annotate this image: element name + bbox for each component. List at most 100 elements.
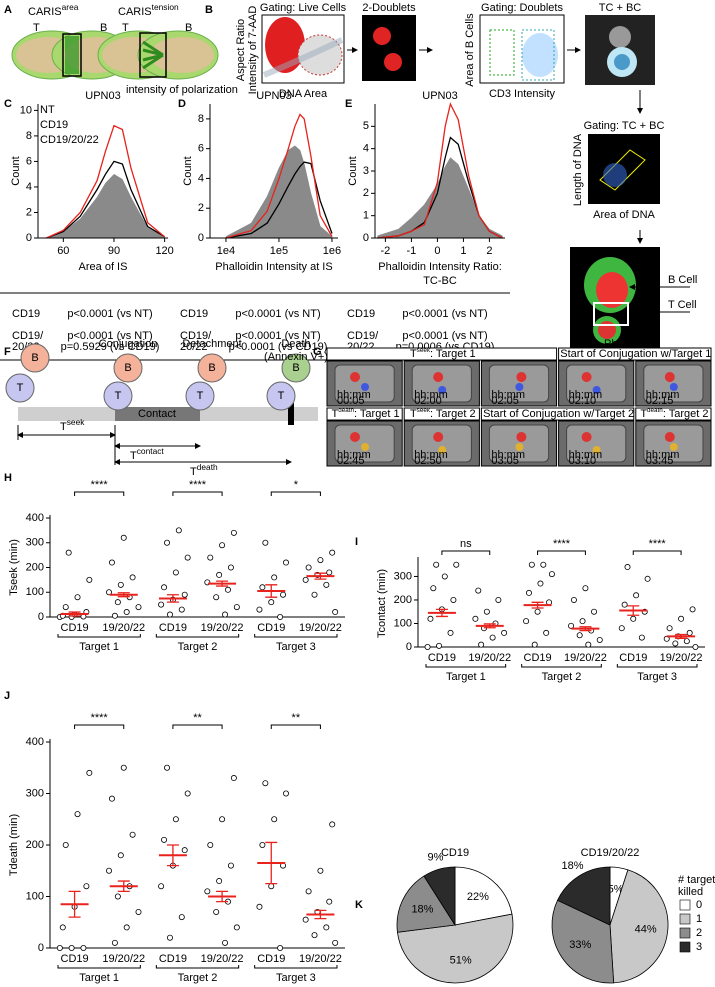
x-tick-label: 1e5 [270, 245, 288, 257]
data-point [302, 576, 309, 583]
label: T [115, 390, 122, 402]
label: Tdeath [190, 462, 218, 478]
well [411, 424, 472, 463]
y-tick-label: 0 [198, 232, 204, 244]
histogram-area [46, 173, 165, 239]
data-point [204, 888, 211, 895]
significance-bracket [270, 724, 321, 729]
data-point [68, 945, 75, 952]
label: T [33, 22, 40, 34]
data-point [80, 945, 87, 952]
superscript: death [647, 407, 663, 414]
data-point [166, 934, 173, 941]
data-point [262, 780, 269, 787]
cell [266, 381, 296, 411]
data-point [59, 924, 66, 931]
data-point [62, 604, 69, 611]
y-axis-label: Tdeath (min) [8, 814, 20, 876]
text-part: T [190, 466, 197, 478]
data-point [624, 564, 631, 571]
chart-title: UPN03 [85, 90, 120, 102]
pie-slice [423, 866, 456, 927]
x-tick-label: 19/20/22 [468, 652, 511, 664]
data-point [213, 908, 220, 915]
death-marker [288, 403, 294, 425]
data-point [178, 914, 185, 921]
group-bracket [616, 664, 698, 668]
group-label: Target 2 [542, 671, 582, 683]
x-tick-label: -2 [381, 245, 391, 257]
slice-label: 33% [569, 939, 591, 951]
significance-bracket [537, 550, 586, 555]
data-point [161, 584, 168, 591]
data-point [83, 883, 90, 890]
data-point [472, 615, 479, 622]
data-point [181, 591, 188, 598]
data-point [317, 867, 324, 874]
data-point [433, 561, 440, 568]
significance: ** [292, 712, 301, 724]
data-point [135, 908, 142, 915]
label: Detachment [182, 338, 241, 350]
text-part: T [60, 421, 67, 433]
data-point [282, 559, 289, 566]
data-point [123, 924, 130, 931]
legend-swatch [679, 913, 691, 925]
group-label: Target 3 [276, 972, 316, 984]
data-point [692, 644, 699, 651]
data-point [158, 883, 165, 890]
y-tick-label: 0 [38, 611, 44, 623]
panel-letter: A [4, 4, 12, 16]
x-tick-label: 1e6 [323, 245, 341, 257]
data-point [158, 601, 165, 608]
label: intensity of polarization [126, 84, 238, 96]
label: p<0.0001 (vs CD19) [229, 341, 328, 353]
label: 02:15 [646, 395, 674, 407]
pie-slice [556, 866, 611, 926]
significance-bracket [270, 491, 321, 496]
cell [592, 386, 601, 394]
label: CD19 [347, 308, 375, 320]
group-bracket [155, 634, 240, 638]
label: Tcontact [130, 446, 164, 462]
text-part: : Target 1 [354, 408, 400, 420]
label: CD19 [12, 308, 40, 320]
data-point [332, 609, 339, 616]
pie-slice [397, 913, 514, 984]
panel-letter: J [4, 690, 10, 702]
label: B [292, 362, 299, 374]
cell [515, 443, 524, 451]
y-tick-label: 10 [20, 104, 32, 116]
slice-label: 5% [608, 883, 624, 895]
label: B [31, 352, 38, 364]
data-point [332, 939, 339, 946]
cell [433, 372, 444, 382]
caris-diagram [11, 30, 219, 80]
data-point [129, 574, 136, 581]
data-point [453, 561, 460, 568]
well [566, 364, 627, 403]
cell [433, 432, 444, 442]
group-bracket [254, 965, 338, 969]
panel-letter: F [4, 346, 11, 358]
pie-slice [609, 869, 669, 984]
cell [438, 386, 447, 394]
chart-title: UPN03 [256, 90, 291, 102]
data-point [596, 636, 603, 643]
label: hh:mm [414, 389, 448, 401]
legend-swatch [679, 927, 691, 939]
data-point [591, 608, 598, 615]
y-tick-label: 5 [363, 120, 369, 132]
data-point [120, 764, 127, 771]
image-header [635, 407, 712, 421]
data-point [548, 571, 555, 578]
image-header [403, 407, 480, 421]
text-part: T [640, 408, 647, 420]
image-header-text: Start of Conjugation w/Target 2 [483, 408, 634, 420]
label: Phalloidin [604, 338, 652, 350]
histogram-line [225, 113, 333, 239]
data-point [501, 629, 508, 636]
superscript: seek [417, 407, 431, 414]
cell [350, 372, 360, 382]
label: CD3 Intensity [489, 88, 556, 100]
